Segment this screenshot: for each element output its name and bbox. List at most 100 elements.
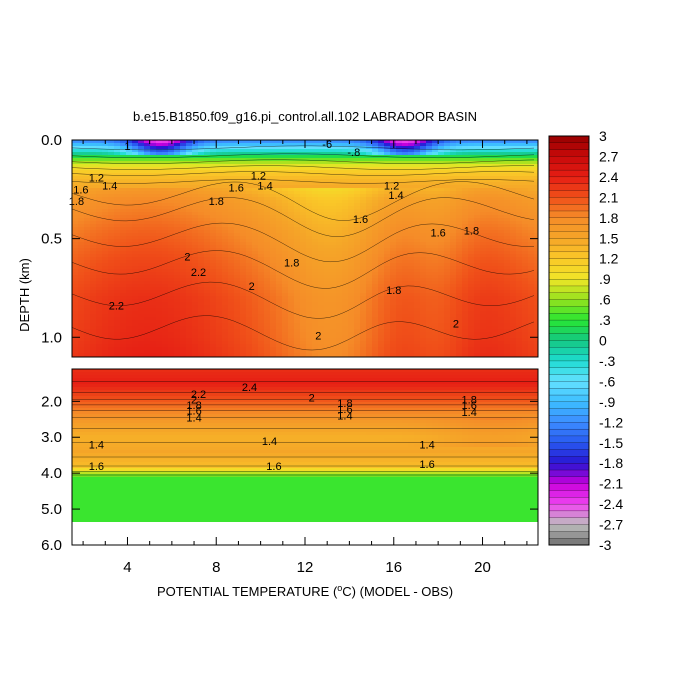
upper-cell — [168, 233, 175, 237]
upper-cell — [306, 338, 313, 342]
upper-cell — [108, 311, 115, 315]
upper-cell — [300, 188, 307, 192]
upper-cell — [426, 212, 433, 216]
upper-cell — [204, 275, 211, 279]
upper-cell — [444, 233, 451, 237]
upper-cell — [402, 230, 409, 234]
upper-cell — [312, 302, 319, 306]
upper-cell — [426, 164, 433, 168]
upper-cell — [360, 314, 367, 318]
upper-cell — [192, 251, 199, 255]
upper-cell — [462, 275, 469, 279]
upper-cell — [390, 308, 397, 312]
upper-cell — [480, 158, 487, 162]
upper-cell — [300, 269, 307, 273]
upper-cell — [354, 200, 361, 204]
upper-cell — [192, 314, 199, 318]
upper-cell — [276, 185, 283, 189]
upper-cell — [348, 224, 355, 228]
upper-cell — [282, 257, 289, 261]
upper-cell — [96, 179, 103, 183]
upper-cell — [246, 233, 253, 237]
upper-cell — [234, 278, 241, 282]
upper-cell — [126, 197, 133, 201]
upper-cell — [432, 320, 439, 324]
upper-cell — [120, 275, 127, 279]
upper-cell — [294, 209, 301, 213]
upper-cell — [210, 257, 217, 261]
upper-cell — [312, 140, 319, 144]
upper-cell — [468, 245, 475, 249]
upper-cell — [324, 353, 331, 357]
upper-cell — [336, 158, 343, 162]
upper-cell — [336, 209, 343, 213]
upper-cell — [282, 206, 289, 210]
upper-cell — [474, 266, 481, 270]
upper-cell — [468, 161, 475, 165]
upper-cell — [300, 317, 307, 321]
upper-cell — [234, 281, 241, 285]
upper-cell — [222, 335, 229, 339]
upper-cell — [378, 173, 385, 177]
upper-cell — [84, 170, 91, 174]
upper-cell — [228, 233, 235, 237]
upper-cell — [288, 236, 295, 240]
upper-cell — [318, 284, 325, 288]
upper-cell — [432, 275, 439, 279]
upper-cell — [186, 281, 193, 285]
upper-cell — [282, 302, 289, 306]
upper-cell — [180, 197, 187, 201]
upper-cell — [396, 305, 403, 309]
upper-cell — [174, 242, 181, 246]
upper-cell — [402, 293, 409, 297]
upper-cell — [216, 209, 223, 213]
upper-cell — [450, 314, 457, 318]
upper-cell — [384, 170, 391, 174]
upper-cell — [330, 281, 337, 285]
upper-cell — [444, 260, 451, 264]
upper-cell — [222, 272, 229, 276]
upper-cell — [132, 188, 139, 192]
upper-cell — [396, 143, 403, 147]
upper-cell — [174, 311, 181, 315]
upper-cell — [240, 263, 247, 267]
upper-cell — [402, 350, 409, 354]
upper-cell — [354, 314, 361, 318]
upper-cell — [210, 296, 217, 300]
upper-cell — [252, 143, 259, 147]
upper-cell — [150, 158, 157, 162]
upper-cell — [402, 236, 409, 240]
upper-cell — [294, 212, 301, 216]
upper-cell — [312, 164, 319, 168]
upper-cell — [84, 344, 91, 348]
upper-cell — [258, 242, 265, 246]
upper-cell — [84, 302, 91, 306]
upper-cell — [390, 269, 397, 273]
upper-cell — [432, 236, 439, 240]
upper-cell — [138, 329, 145, 333]
upper-cell — [432, 188, 439, 192]
upper-cell — [450, 266, 457, 270]
upper-cell — [270, 353, 277, 357]
upper-cell — [90, 314, 97, 318]
upper-cell — [270, 251, 277, 255]
upper-cell — [390, 209, 397, 213]
upper-cell — [378, 335, 385, 339]
upper-cell — [126, 164, 133, 168]
upper-cell — [408, 233, 415, 237]
upper-cell — [132, 290, 139, 294]
upper-cell — [150, 170, 157, 174]
upper-cell — [132, 350, 139, 354]
upper-cell — [234, 296, 241, 300]
upper-cell — [132, 155, 139, 159]
upper-cell — [132, 323, 139, 327]
upper-cell — [282, 266, 289, 270]
upper-cell — [390, 260, 397, 264]
upper-cell — [384, 164, 391, 168]
upper-cell — [354, 206, 361, 210]
upper-cell — [312, 194, 319, 198]
upper-cell — [108, 170, 115, 174]
upper-cell — [420, 182, 427, 186]
upper-cell — [270, 335, 277, 339]
upper-cell — [264, 323, 271, 327]
